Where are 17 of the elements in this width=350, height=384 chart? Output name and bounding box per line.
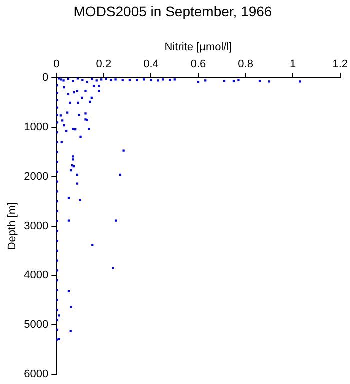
y-tick-label: 0 xyxy=(42,72,49,84)
y-tick-label: 6000 xyxy=(24,368,49,380)
x-tick-label: 1.2 xyxy=(332,58,348,71)
y-tick-label: 4000 xyxy=(24,270,49,282)
y-tick-label: 2000 xyxy=(24,170,49,183)
y-axis-title: Depth [m] xyxy=(6,202,19,250)
chart-title: MODS2005 in September, 1966 xyxy=(74,3,272,20)
x-tick-label: 0.8 xyxy=(238,58,254,71)
x-tick-label: 1 xyxy=(290,58,296,71)
x-tick-label: 0.4 xyxy=(144,58,159,71)
x-tick-label: 0.6 xyxy=(190,58,206,71)
y-tick-label: 5000 xyxy=(24,319,49,332)
y-tick-label: 3000 xyxy=(24,220,49,232)
x-tick-label: 0.2 xyxy=(96,58,112,71)
y-tick-label: 1000 xyxy=(24,122,49,134)
x-tick-label: 0 xyxy=(54,58,60,71)
x-axis-title: Nitrite [µmol/l] xyxy=(164,41,232,54)
